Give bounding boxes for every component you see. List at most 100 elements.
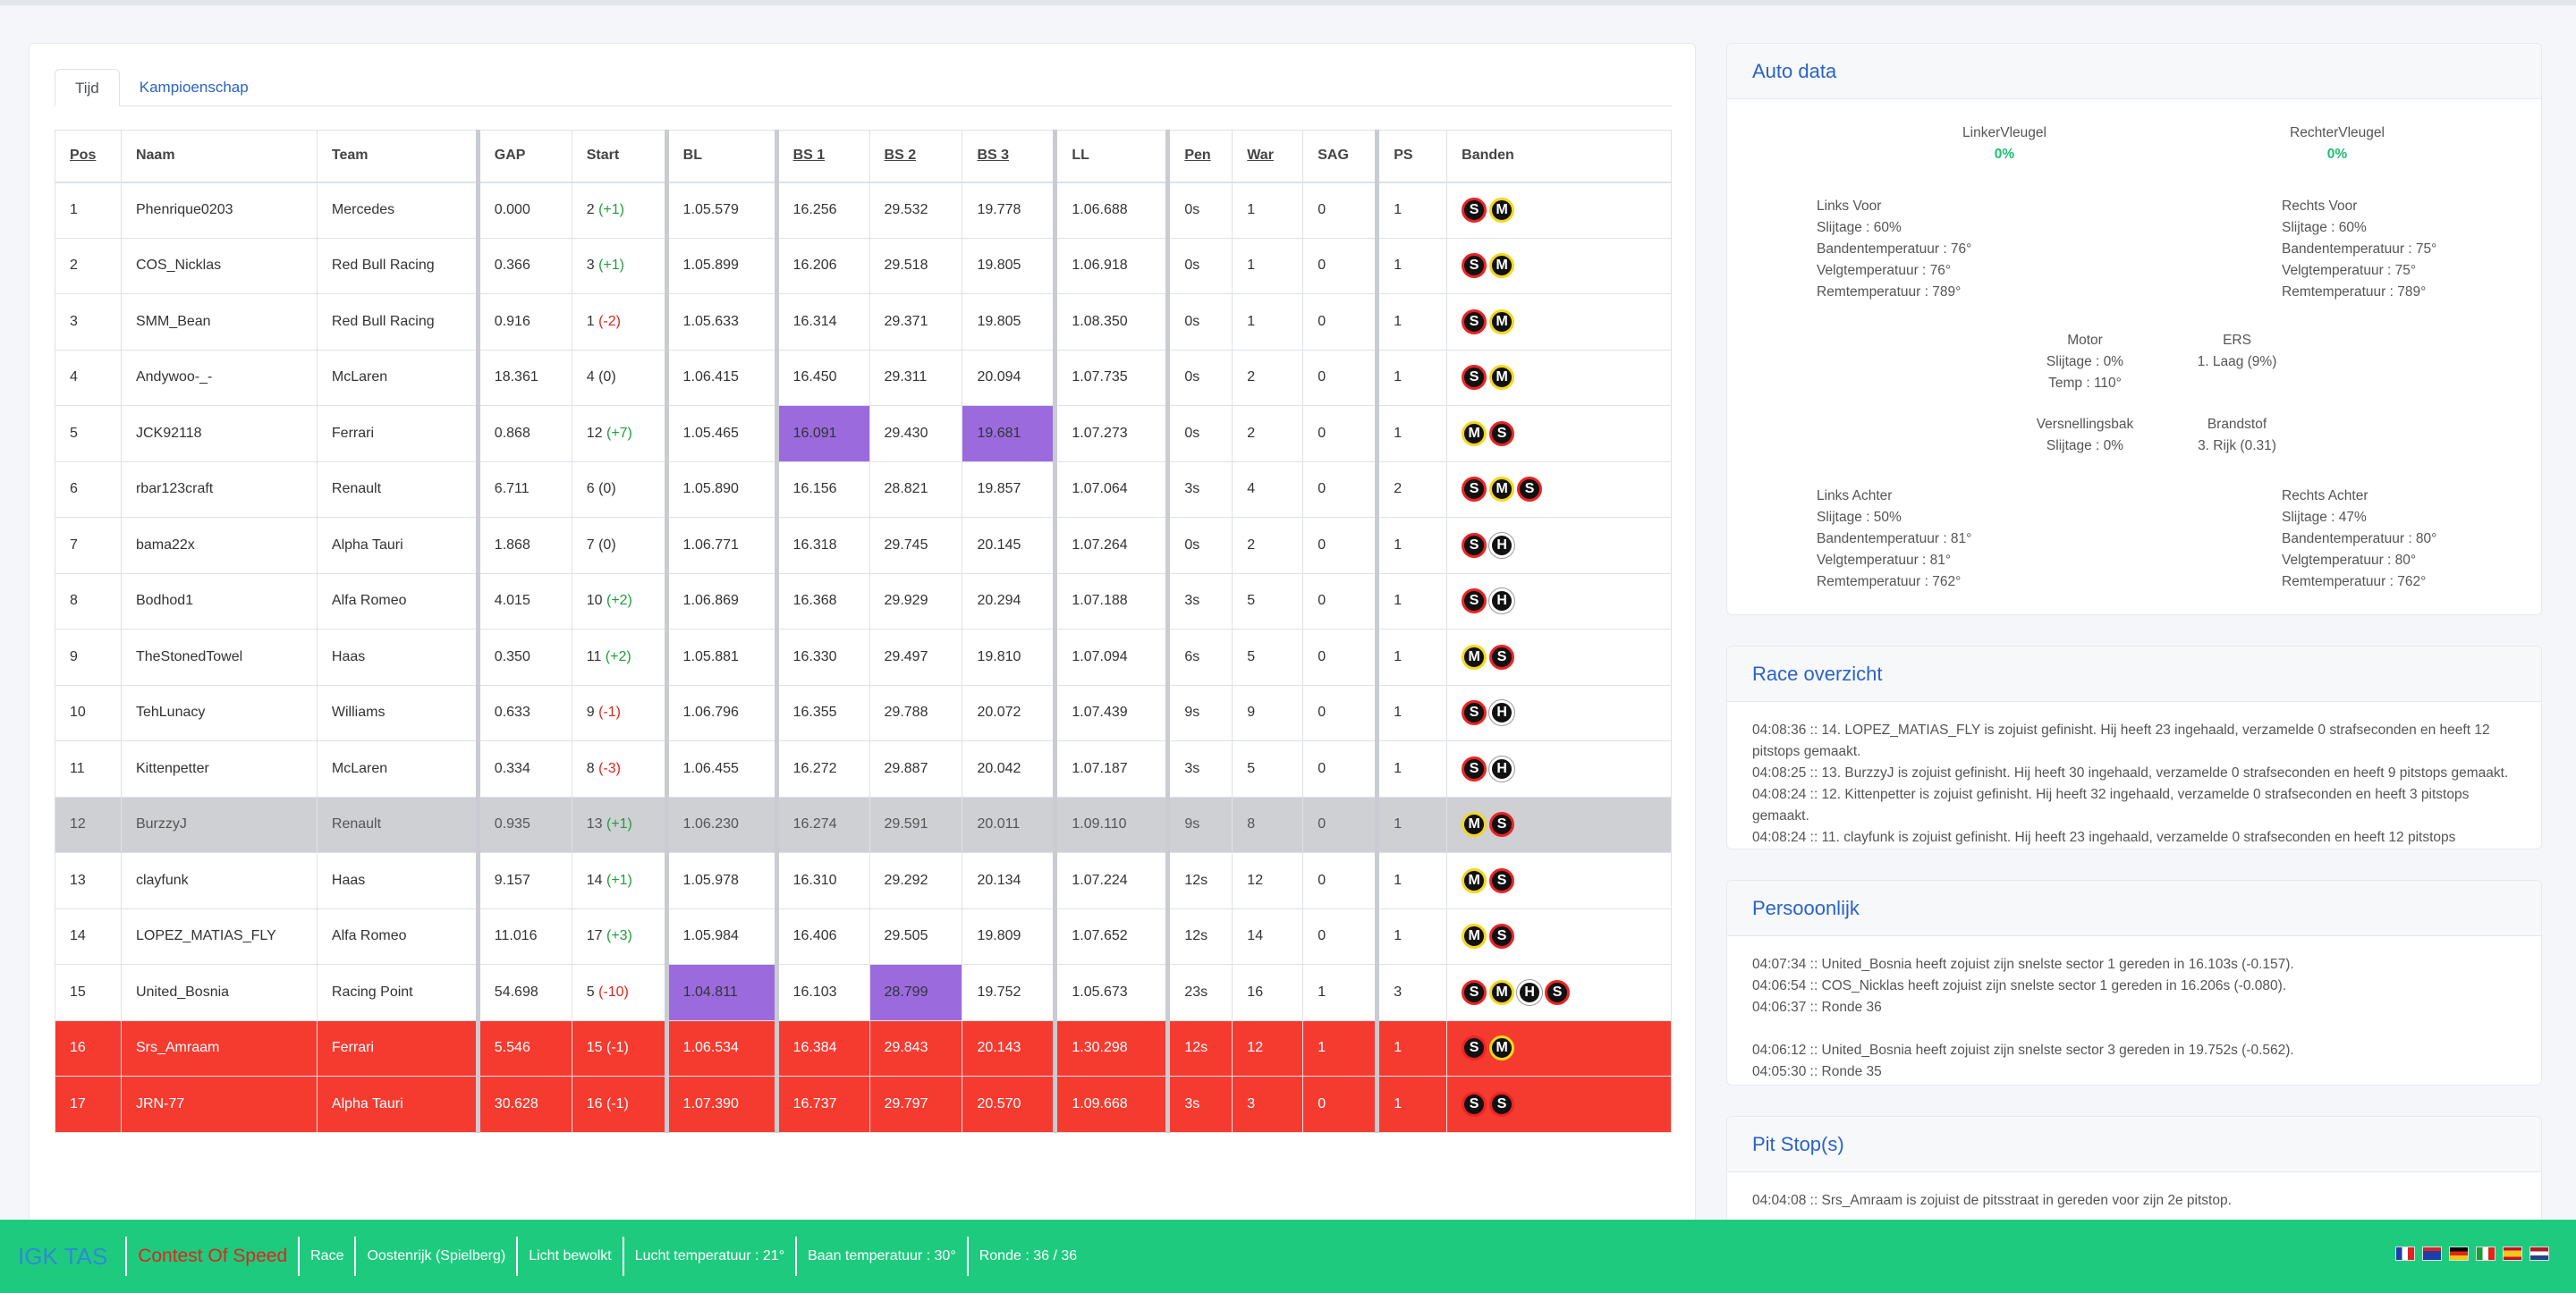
tyre-medium-icon: M [1489,979,1515,1005]
text-line: Remtemperatuur : 789° [2282,284,2427,300]
table-row[interactable]: 5 JCK92118 Ferrari 0.868 12 (+7) 1.05.465 16.0… [55,405,1672,462]
flag-uk-icon[interactable] [2422,1247,2442,1261]
table-row[interactable]: 11 Kittenpetter McLaren 0.334 8 (-3) 1.06.455… [55,740,1672,798]
cell-pos: 9 [55,629,122,686]
cell-gap: 0.350 [475,629,572,686]
flag-es-icon[interactable] [2503,1247,2522,1261]
column-header-war[interactable]: War [1232,130,1304,183]
tyre-soft-icon: S [1462,532,1487,558]
cell-sag: 0 [1302,908,1378,965]
pitstop-log[interactable]: 04:04:08 :: Srs_Amraam is zojuist de pit… [1727,1172,2541,1222]
text-line: Slijtage : 60% [2282,220,2367,235]
table-row[interactable]: 13 clayfunk Haas 9.157 14 (+1) 1.05.978 16.310… [55,852,1672,909]
column-header-sag[interactable]: SAG [1302,130,1378,183]
tab-kampioenschap[interactable]: Kampioenschap [139,79,249,96]
column-header-ll[interactable]: LL [1053,130,1169,183]
text-line: Links Achter [1817,488,1893,503]
cell-war: 3 [1232,1076,1304,1133]
cell-bs3: 20.042 [962,740,1056,798]
table-row[interactable]: 17 JRN-77 Alpha Tauri 30.628 16 (-1) 1.07.390… [55,1076,1672,1133]
table-row[interactable]: 15 United_Bosnia Racing Point 54.698 5 (-10)… [55,964,1672,1021]
table-row[interactable]: 2 COS_Nicklas Red Bull Racing 0.366 3 (+1) 1.… [55,237,1672,294]
cell-start: 8 (-3) [571,740,667,798]
cell-bs2: 29.371 [869,293,963,351]
table-row[interactable]: 6 rbar123craft Renault 6.711 6 (0) 1.05.890 16… [55,461,1672,518]
cell-bs1: 16.384 [774,1019,870,1077]
cell-bs3: 20.145 [962,517,1056,574]
text-line: Remtemperatuur : 789° [1817,284,1962,300]
column-header-tyres[interactable]: Banden [1446,130,1672,183]
cell-bs3: 19.810 [962,629,1056,686]
cell-bs3: 19.752 [962,964,1056,1021]
column-header-team[interactable]: Team [316,130,479,183]
table-row[interactable]: 14 LOPEZ_MATIAS_FLY Alfa Romeo 11.016 17 (+3… [55,908,1672,965]
cell-sag: 0 [1302,1076,1378,1133]
personal-title: Persooonlijk [1727,881,2541,936]
position-delta: (-3) [598,760,621,776]
cell-pos: 15 [55,964,122,1021]
flag-it-icon[interactable] [2476,1247,2496,1261]
table-row[interactable]: 8 Bodhod1 Alfa Romeo 4.015 10 (+2) 1.06.869 16… [55,572,1672,630]
column-header-naam[interactable]: Naam [120,130,318,183]
race-log[interactable]: 04:08:36 :: 14. LOPEZ_MATIAS_FLY is zoju… [1727,702,2541,845]
pitstop-card: Pit Stop(s) 04:04:08 :: Srs_Amraam is zo… [1726,1116,2542,1223]
left-wing: LinkerVleugel 0% [1888,123,2121,165]
tyre-medium-icon: M [1462,812,1487,838]
cell-bs2: 29.430 [869,405,963,462]
text-line: Velgtemperatuur : 75° [2282,263,2417,278]
tyre-medium-icon: M [1462,644,1487,670]
tyre-hard-icon: H [1489,700,1515,726]
flag-nl-icon[interactable] [2529,1247,2549,1261]
table-row[interactable]: 10 TehLunacy Williams 0.633 9 (-1) 1.06.796 16… [55,684,1672,741]
engine-info: Motor Slijtage : 0% Temp : 110° [1996,330,2174,394]
front-left-tyre: Links Voor Slijtage : 60% Bandentemperatuu… [1817,196,1971,303]
table-row[interactable]: 4 Andywoo-_- McLaren 18.361 4 (0) 1.06.415 16.… [55,349,1672,406]
column-header-bs3[interactable]: BS 3 [962,130,1056,183]
start-position: 12 [586,425,603,441]
table-row[interactable]: 7 bama22x Alpha Tauri 1.868 7 (0) 1.06.771 16.… [55,517,1672,574]
cell-pos: 1 [55,182,122,239]
column-header-ps[interactable]: PS [1375,130,1448,183]
flag-de-icon[interactable] [2449,1247,2469,1261]
column-header-bs2[interactable]: BS 2 [869,130,963,183]
front-right-tyre: Rechts Voor Slijtage : 60% Bandentemperatu… [2282,196,2436,303]
cell-pos: 7 [55,517,122,574]
table-row[interactable]: 9 TheStonedTowel Haas 0.350 11 (+2) 1.05.881 1… [55,629,1672,686]
start-position: 17 [586,928,603,944]
cell-ll: 1.07.094 [1053,629,1169,686]
cell-war: 16 [1232,964,1304,1021]
cell-ps: 1 [1375,1076,1448,1133]
start-position: 4 [586,369,595,385]
tab-tijd[interactable]: Tijd [55,69,120,106]
cell-ps: 1 [1375,629,1448,686]
cell-bl: 1.05.633 [664,293,777,351]
cell-war: 4 [1232,461,1304,518]
column-header-pen[interactable]: Pen [1165,130,1233,183]
table-row[interactable]: 3 SMM_Bean Red Bull Racing 0.916 1 (-2) 1.05.… [55,293,1672,351]
column-header-pos[interactable]: Pos [55,130,122,183]
column-header-bl[interactable]: BL [664,130,777,183]
cell-team: Alpha Tauri [316,517,479,574]
cell-bs2: 28.821 [869,461,963,518]
column-header-gap[interactable]: GAP [475,130,572,183]
column-header-start[interactable]: Start [571,130,667,183]
tyre-soft-icon: S [1545,979,1571,1005]
personal-log[interactable]: 04:07:34 :: United_Bosnia heeft zojuist … [1727,936,2541,1079]
cell-pos: 10 [55,684,122,741]
cell-team: Haas [316,852,479,909]
table-row[interactable]: 12 BurzzyJ Renault 0.935 13 (+1) 1.06.230 16.2… [55,796,1672,853]
cell-war: 1 [1232,237,1304,294]
tyre-medium-icon: M [1462,420,1487,446]
brand-logo[interactable]: IGK TAS [18,1242,108,1270]
flag-fr-icon[interactable] [2395,1247,2415,1261]
table-row[interactable]: 1 Phenrique0203 Mercedes 0.000 2 (+1) 1.05.57… [55,182,1672,239]
cell-ps: 1 [1375,182,1448,239]
text-line: Slijtage : 0% [2046,438,2124,453]
cell-bs1: 16.256 [774,182,870,239]
cell-sag: 0 [1302,852,1378,909]
cell-start: 11 (+2) [571,629,667,686]
cell-pos: 4 [55,349,122,406]
column-header-bs1[interactable]: BS 1 [774,130,870,183]
table-row[interactable]: 16 Srs_Amraam Ferrari 5.546 15 (-1) 1.06.534 1… [55,1019,1672,1077]
cell-sag: 0 [1302,740,1378,798]
